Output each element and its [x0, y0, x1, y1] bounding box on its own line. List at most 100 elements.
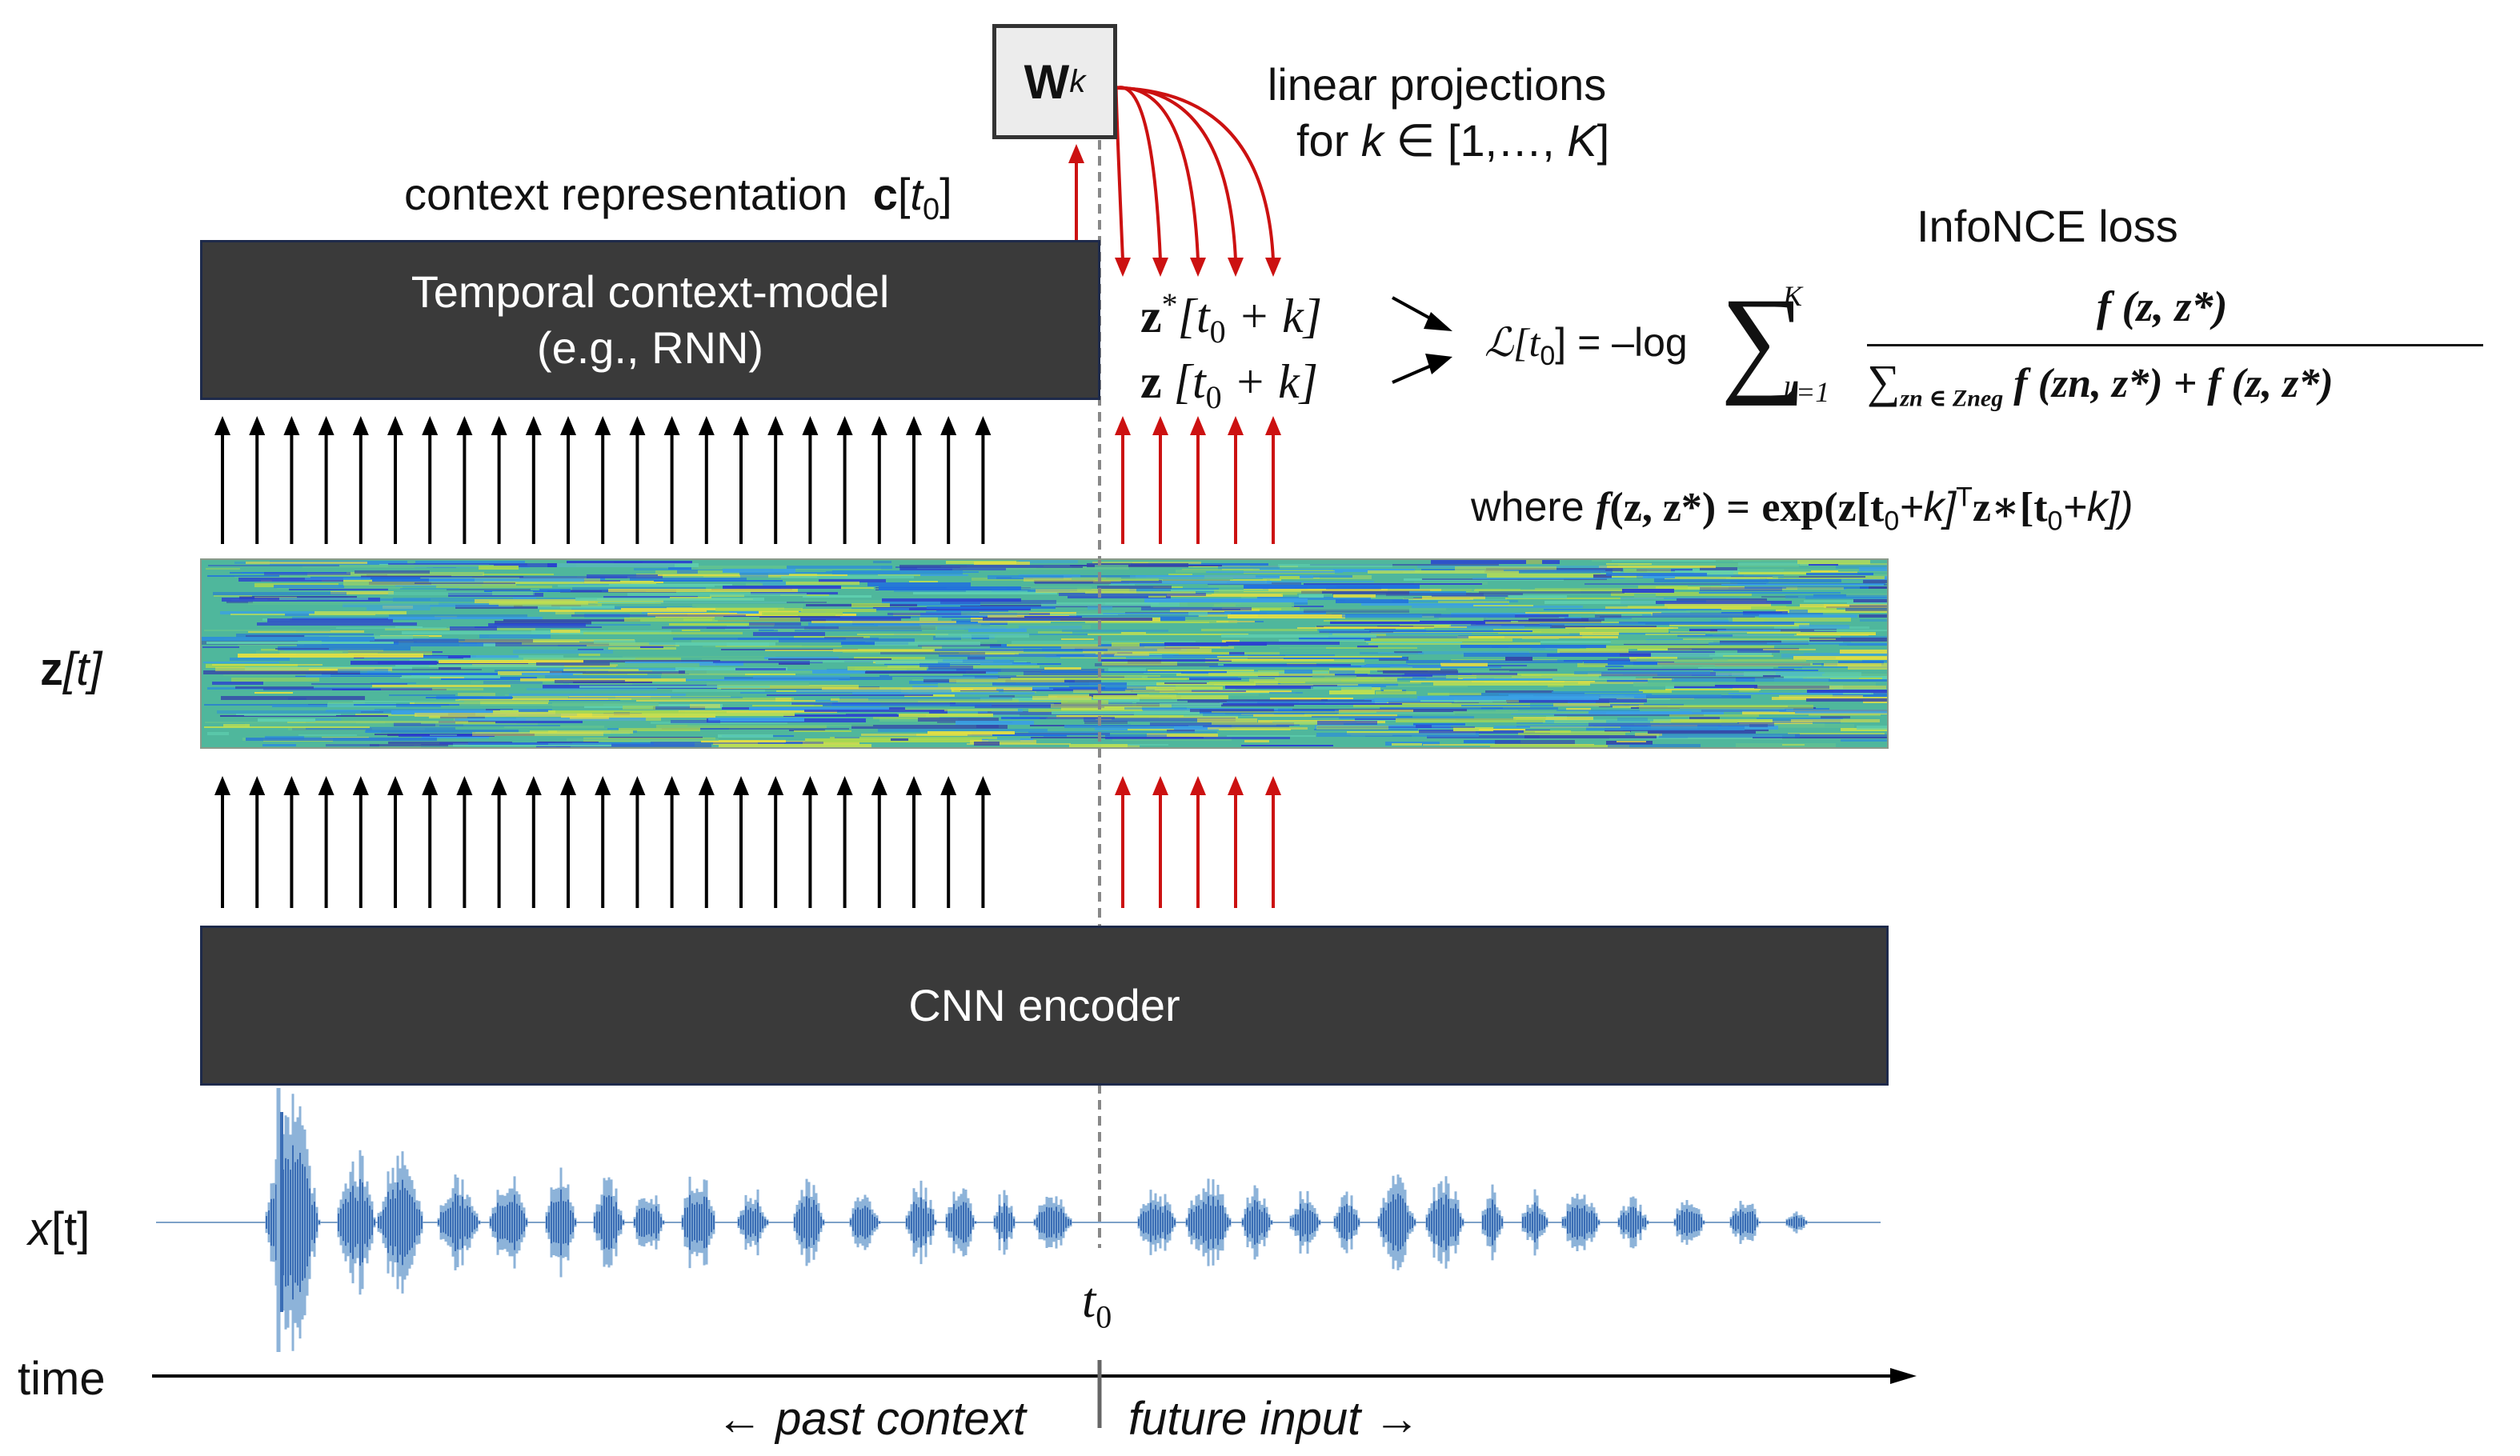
heatmap-stripe: [458, 693, 495, 697]
heatmap-stripe: [305, 578, 371, 580]
heatmap-stripe: [1606, 563, 1652, 565]
heatmap-stripe: [1589, 722, 1774, 726]
heatmap-stripe: [767, 694, 933, 696]
heatmap-stripe: [1841, 636, 1888, 638]
heatmap-stripe: [1753, 737, 1888, 738]
heatmap-stripe: [1144, 598, 1308, 602]
heatmap-stripe: [429, 578, 584, 582]
heatmap-stripe: [539, 610, 707, 612]
heatmap-stripe: [723, 586, 841, 589]
heatmap-stripe: [306, 727, 455, 730]
context-input-arrow: [767, 416, 784, 544]
heatmap-stripe: [651, 742, 823, 744]
temporal-context-model: Temporal context-model (e.g., RNN): [200, 240, 1100, 400]
heatmap-stripe: [1811, 570, 1838, 572]
encoder-output-arrow: [629, 776, 646, 908]
heatmap-stripe: [1222, 607, 1300, 610]
heatmap-stripe: [1701, 682, 1876, 686]
heatmap-stripe: [1103, 613, 1231, 614]
heatmap-stripe: [1782, 744, 1805, 746]
heatmap-stripe: [415, 701, 480, 704]
encoder-output-arrow: [767, 776, 784, 908]
heatmap-stripe: [1848, 666, 1888, 670]
heatmap-stripe: [289, 588, 388, 590]
heatmap-stripe: [545, 675, 661, 678]
heatmap-stripe: [1530, 726, 1621, 728]
heatmap-stripe: [1012, 641, 1196, 645]
heatmap-stripe: [1747, 632, 1876, 634]
heatmap-stripe: [1281, 608, 1446, 610]
heatmap-stripe: [429, 716, 467, 718]
heatmap-stripe: [939, 654, 1114, 657]
heatmap-stripe: [1224, 664, 1351, 666]
heatmap-stripe: [1657, 673, 1822, 676]
heatmap-stripe: [1324, 620, 1420, 622]
heatmap-stripe: [1312, 675, 1356, 678]
heatmap-stripe: [212, 664, 323, 666]
heatmap-stripe: [1413, 723, 1465, 726]
future-latent-arrow: [1152, 416, 1168, 544]
heatmap-stripe: [1366, 642, 1462, 643]
heatmap-stripe: [1386, 686, 1468, 687]
heatmap-stripe: [1637, 649, 1692, 650]
heatmap-stripe: [351, 661, 437, 665]
heatmap-stripe: [202, 646, 239, 648]
projection-arrow: [1114, 85, 1131, 277]
heatmap-stripe: [1361, 603, 1508, 606]
heatmap-stripe: [274, 585, 344, 588]
heatmap-stripe: [1481, 707, 1503, 709]
heatmap-stripe: [623, 706, 655, 710]
heatmap-stripe: [1606, 573, 1707, 576]
heatmap-stripe: [1675, 570, 1738, 574]
heatmap-stripe: [439, 721, 583, 723]
heatmap-stripe: [851, 608, 909, 610]
time-label: time: [18, 1353, 106, 1405]
heatmap-stripe: [519, 576, 627, 578]
heatmap-stripe: [935, 649, 1108, 651]
heatmap-stripe: [367, 607, 431, 610]
heatmap-stripe: [1813, 661, 1884, 665]
heatmap-stripe: [1859, 614, 1888, 618]
future-latent-arrow: [1115, 416, 1131, 544]
heatmap-stripe: [687, 725, 873, 726]
heatmap-stripe: [1806, 573, 1873, 575]
heatmap-stripe: [1422, 596, 1485, 599]
heatmap-stripe: [609, 642, 775, 646]
heatmap-stripe: [1795, 734, 1888, 738]
heatmap-stripe: [1618, 563, 1799, 567]
heatmap-stripe: [943, 659, 1010, 662]
heatmap-stripe: [400, 588, 459, 590]
encoder-output-arrow: [906, 776, 922, 908]
linear-projections-label: linear projections for k ∈ [1,…, K]: [1264, 62, 1609, 163]
heatmap-stripe: [1544, 601, 1656, 604]
heatmap-stripe: [1508, 694, 1646, 698]
heatmap-stripe: [1799, 625, 1849, 629]
heatmap-stripe: [1744, 574, 1888, 577]
heatmap-stripe: [1674, 661, 1838, 663]
heatmap-stripe: [608, 698, 794, 700]
heatmap-stripe: [547, 590, 602, 592]
heatmap-stripe: [1639, 690, 1672, 693]
heatmap-stripe: [288, 728, 425, 730]
heatmap-stripe: [1654, 578, 1841, 582]
heatmap-stripe: [1439, 618, 1564, 620]
heatmap-stripe: [279, 598, 368, 600]
heatmap-stripe: [535, 660, 720, 662]
encoder-output-arrow: [733, 776, 749, 908]
heatmap-stripe: [918, 718, 999, 722]
heatmap-stripe: [1188, 612, 1208, 616]
heatmap-stripe: [1800, 563, 1888, 566]
context-input-arrow: [595, 416, 611, 544]
heatmap-stripe: [1098, 620, 1237, 623]
heatmap-stripe: [682, 630, 700, 631]
heatmap-stripe: [922, 645, 942, 649]
heatmap-stripe: [976, 725, 999, 728]
heatmap-stripe: [1417, 696, 1599, 700]
heatmap-stripe: [1404, 673, 1517, 675]
heatmap-stripe: [339, 565, 494, 567]
heatmap-stripe: [702, 658, 768, 662]
heatmap-stripe: [1329, 668, 1440, 670]
heatmap-stripe: [1299, 594, 1324, 598]
heatmap-stripe: [1219, 688, 1236, 690]
